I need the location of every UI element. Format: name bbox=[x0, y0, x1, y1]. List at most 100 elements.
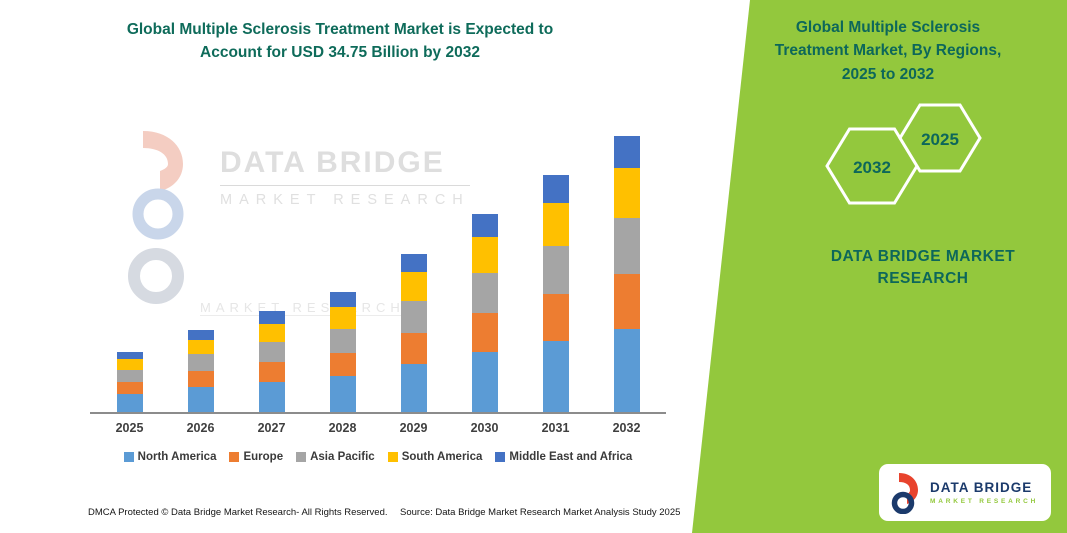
bar-segment bbox=[329, 352, 356, 377]
bar-segment bbox=[116, 351, 143, 359]
bar-segment bbox=[471, 273, 498, 313]
x-axis-labels: 2025 2026 2027 2028 2029 2030 2031 2032 bbox=[94, 421, 662, 435]
panel-title: Global Multiple Sclerosis Treatment Mark… bbox=[774, 19, 1002, 83]
stacked-bar-2028 bbox=[329, 292, 356, 412]
bar-segment bbox=[187, 354, 214, 371]
bar-segment bbox=[258, 342, 285, 362]
x-axis-line bbox=[90, 412, 666, 414]
bar-segment bbox=[116, 393, 143, 412]
plot-area bbox=[94, 118, 662, 412]
bar-segment bbox=[542, 245, 569, 294]
bar-segment bbox=[471, 214, 498, 238]
bar-segment bbox=[329, 307, 356, 329]
x-axis-label: 2031 bbox=[541, 420, 570, 435]
bar-segment bbox=[400, 300, 427, 333]
stacked-bar-2029 bbox=[400, 253, 427, 412]
bar-segment bbox=[258, 361, 285, 382]
bar-column-2027 bbox=[236, 311, 307, 412]
legend-label: Asia Pacific bbox=[310, 450, 375, 463]
dbmr-logo-icon bbox=[891, 472, 918, 514]
bar-column-2028 bbox=[307, 292, 378, 412]
legend-label: South America bbox=[401, 450, 483, 463]
stacked-bar-2031 bbox=[542, 175, 569, 412]
hexagon-2025-icon bbox=[898, 103, 982, 173]
logo-box: DATA BRIDGE MARKET RESEARCH bbox=[879, 464, 1051, 521]
legend-item: Europe bbox=[229, 451, 283, 463]
chart-legend: North America Europe Asia Pacific South Ame… bbox=[88, 451, 668, 463]
bar-segment bbox=[258, 323, 285, 343]
x-axis-label: 2025 bbox=[115, 420, 144, 435]
x-axis-label: 2030 bbox=[470, 420, 499, 435]
stacked-bar-2027 bbox=[258, 311, 285, 412]
x-axis-label: 2028 bbox=[328, 420, 357, 435]
bar-segment bbox=[329, 376, 356, 412]
legend-item: Asia Pacific bbox=[296, 451, 375, 463]
legend-label: Europe bbox=[243, 450, 284, 463]
page-title: Global Multiple Sclerosis Treatment Mark… bbox=[126, 21, 554, 62]
stacked-bar-2030 bbox=[471, 214, 498, 412]
bar-segment bbox=[542, 293, 569, 342]
bar-column-2030 bbox=[449, 214, 520, 412]
hexagon-2025-label: 2025 bbox=[921, 130, 959, 149]
bar-segment bbox=[116, 381, 143, 394]
bar-segment bbox=[400, 332, 427, 365]
bar-segment bbox=[613, 218, 640, 274]
logo-wordmark: DATA BRIDGE bbox=[930, 480, 1033, 495]
bar-segment bbox=[400, 272, 427, 301]
bar-column-2029 bbox=[378, 253, 449, 412]
legend-swatch-icon bbox=[296, 451, 307, 462]
footer-source-text: Source: Data Bridge Market Research Mark… bbox=[400, 507, 681, 518]
legend-item: North America bbox=[123, 450, 217, 463]
legend-label: North America bbox=[137, 450, 217, 463]
bar-segment bbox=[471, 312, 498, 353]
bar-segment bbox=[542, 175, 569, 204]
bar-segment bbox=[471, 352, 498, 412]
x-axis-label: 2032 bbox=[612, 420, 641, 435]
hexagon-2032-label: 2032 bbox=[853, 158, 891, 177]
hexagon-badges: 2032 2025 bbox=[810, 96, 990, 219]
legend-swatch-icon bbox=[387, 451, 398, 462]
footer-dmca-text: DMCA Protected © Data Bridge Market Rese… bbox=[88, 507, 388, 518]
stacked-bar-chart: 2025 2026 2027 2028 2029 2030 2031 2032 North A… bbox=[88, 118, 668, 463]
x-axis-label: 2027 bbox=[257, 420, 286, 435]
logo-text: DATA BRIDGE MARKET RESEARCH bbox=[930, 480, 1038, 505]
legend-label: Middle East and Africa bbox=[509, 450, 633, 463]
bar-column-2026 bbox=[165, 330, 236, 412]
stacked-bar-2026 bbox=[187, 330, 214, 412]
legend-item: Middle East and Africa bbox=[495, 451, 632, 463]
bar-segment bbox=[329, 328, 356, 353]
bar-segment bbox=[258, 381, 285, 412]
bar-segment bbox=[258, 311, 285, 324]
bar-segment bbox=[329, 292, 356, 308]
bar-segment bbox=[613, 273, 640, 330]
bar-segment bbox=[187, 330, 214, 340]
bar-column-2031 bbox=[520, 175, 591, 412]
bar-segment bbox=[187, 370, 214, 388]
x-axis-label: 2029 bbox=[399, 420, 428, 435]
bar-segment bbox=[542, 203, 569, 246]
bar-segment bbox=[187, 387, 214, 412]
bar-segment bbox=[187, 339, 214, 355]
bar-column-2032 bbox=[591, 136, 662, 412]
bar-segment bbox=[400, 253, 427, 273]
bar-segment bbox=[542, 341, 569, 412]
legend-swatch-icon bbox=[495, 451, 506, 462]
logo-subtitle: MARKET RESEARCH bbox=[930, 498, 1039, 505]
legend-swatch-icon bbox=[123, 451, 134, 462]
bar-segment bbox=[471, 237, 498, 274]
bar-segment bbox=[613, 329, 640, 412]
bar-segment bbox=[613, 136, 640, 169]
x-axis-label: 2026 bbox=[186, 420, 215, 435]
stacked-bar-2032 bbox=[613, 136, 640, 412]
bar-segment bbox=[400, 364, 427, 412]
legend-item: South America bbox=[387, 450, 483, 463]
bar-column-2025 bbox=[94, 351, 165, 412]
side-panel: Global Multiple Sclerosis Treatment Mark… bbox=[692, 0, 1067, 533]
legend-swatch-icon bbox=[229, 451, 240, 462]
bar-segment bbox=[116, 358, 143, 370]
bar-segment bbox=[116, 369, 143, 382]
brand-text: DATA BRIDGE MARKET RESEARCH bbox=[830, 248, 1016, 288]
bar-segment bbox=[613, 168, 640, 219]
stacked-bar-2025 bbox=[116, 351, 143, 412]
